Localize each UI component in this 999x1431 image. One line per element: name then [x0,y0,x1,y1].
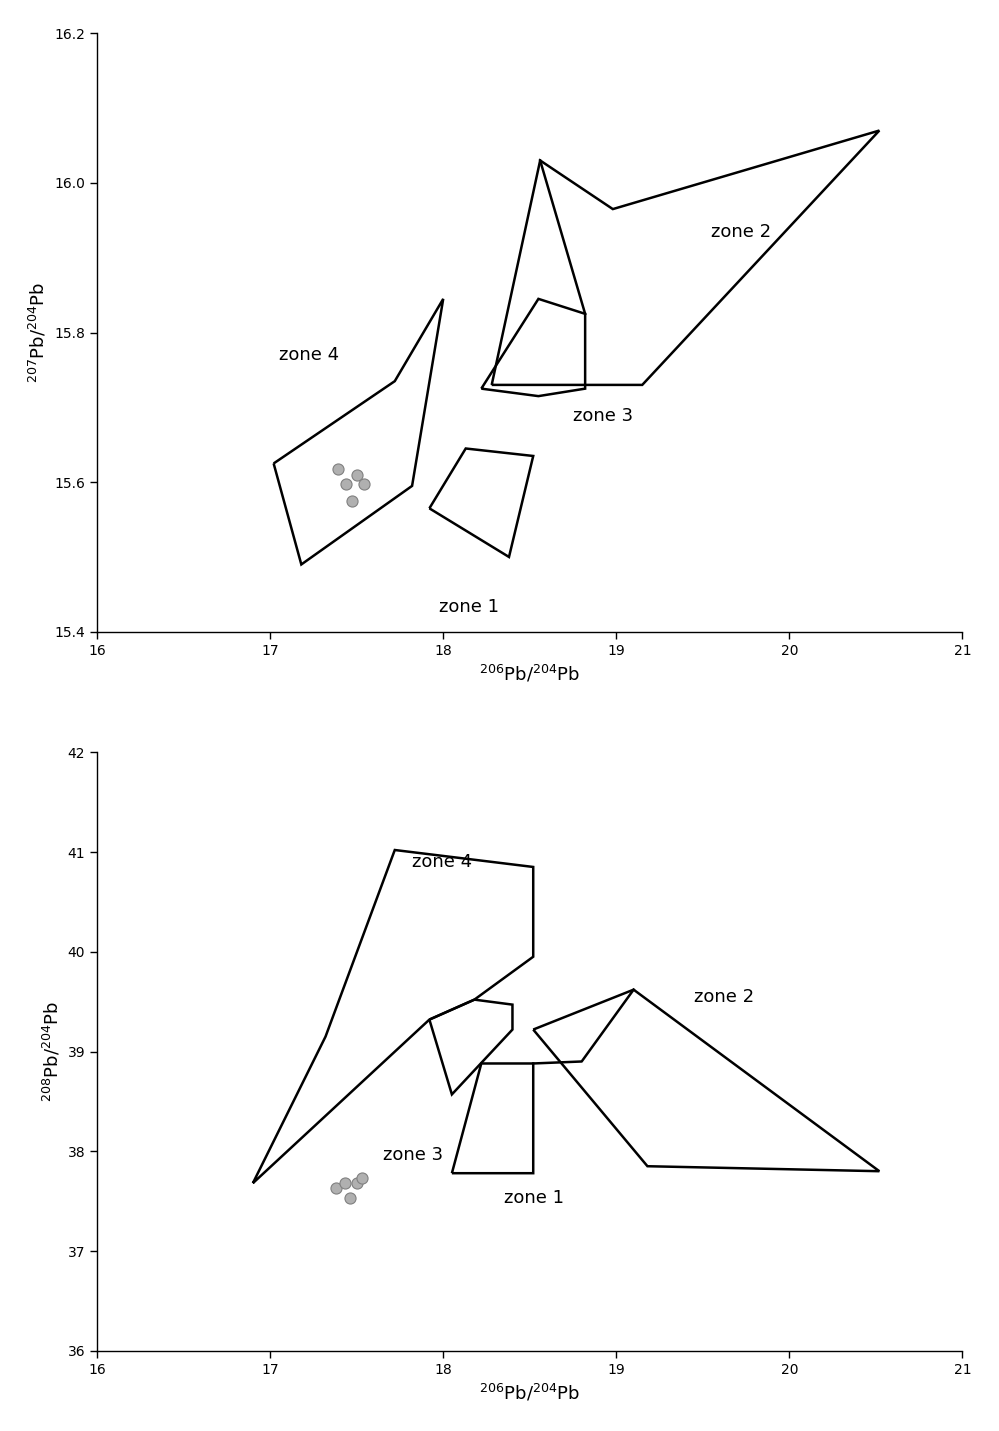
Text: zone 4: zone 4 [412,853,473,871]
X-axis label: $^{206}$Pb/$^{204}$Pb: $^{206}$Pb/$^{204}$Pb [480,663,580,684]
Text: zone 3: zone 3 [383,1146,443,1165]
Y-axis label: $^{208}$Pb/$^{204}$Pb: $^{208}$Pb/$^{204}$Pb [41,1000,62,1102]
Y-axis label: $^{207}$Pb/$^{204}$Pb: $^{207}$Pb/$^{204}$Pb [28,282,49,384]
Text: zone 1: zone 1 [440,598,500,617]
Text: zone 4: zone 4 [279,346,339,363]
Text: zone 2: zone 2 [694,987,754,1006]
Text: zone 2: zone 2 [711,223,771,240]
Text: zone 3: zone 3 [573,408,633,425]
Text: zone 1: zone 1 [503,1189,563,1208]
X-axis label: $^{206}$Pb/$^{204}$Pb: $^{206}$Pb/$^{204}$Pb [480,1382,580,1404]
